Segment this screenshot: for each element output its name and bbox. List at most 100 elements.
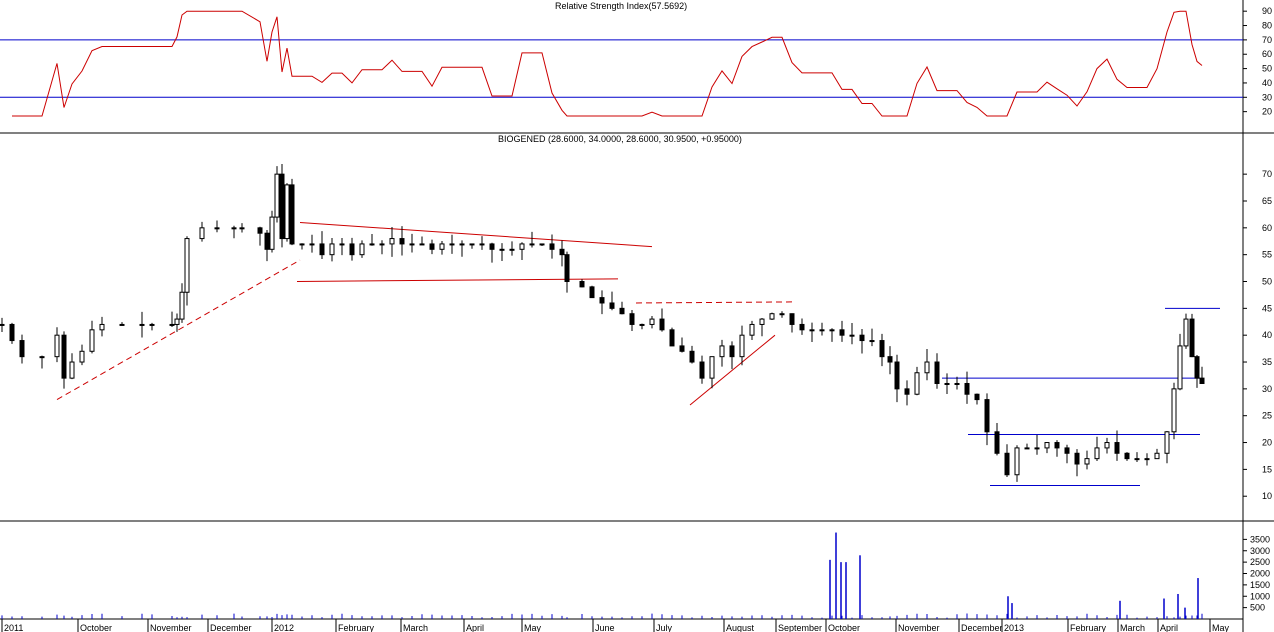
rsi-levels	[0, 39, 1243, 98]
rsi-tick-label: 80	[1262, 21, 1272, 31]
candle-body	[887, 356, 893, 363]
candle-body	[39, 356, 45, 359]
candle-body	[459, 243, 465, 246]
candle-body	[669, 329, 675, 347]
candle-body	[239, 227, 245, 230]
candle-body	[1094, 447, 1100, 460]
candle-body	[719, 345, 725, 358]
candle-body	[339, 243, 345, 246]
candle-body	[479, 243, 485, 246]
candle-body	[379, 243, 385, 246]
candle-body	[257, 227, 263, 234]
rsi-tick-label: 30	[1262, 92, 1272, 102]
x-tick-label: April	[1160, 623, 1178, 632]
candle-body	[264, 232, 270, 250]
price-tick-label: 30	[1262, 384, 1272, 394]
candle-body	[1054, 442, 1060, 449]
candle-body	[589, 286, 595, 299]
candle-body	[819, 329, 825, 332]
candle-body	[179, 291, 185, 320]
candle-body	[609, 302, 615, 309]
candle-body	[499, 248, 505, 251]
price-tick-label: 60	[1262, 223, 1272, 233]
candle-body	[1114, 442, 1120, 454]
candle-body	[419, 243, 425, 246]
candle-body	[79, 350, 85, 363]
candle-body	[429, 243, 435, 250]
price-tick-label: 50	[1262, 277, 1272, 287]
candle-body	[564, 254, 570, 283]
candle-body	[409, 243, 415, 246]
candle-body	[964, 382, 970, 395]
x-tick-label: November	[898, 623, 940, 632]
volume-tick-label: 3500	[1250, 534, 1270, 544]
candle-body	[1144, 458, 1150, 461]
candle-body	[284, 184, 290, 240]
x-tick-label: October	[828, 623, 860, 632]
candle-body	[904, 388, 910, 395]
candle-body	[89, 329, 95, 352]
x-tick-label: 2012	[274, 623, 294, 632]
rsi-ticks: 90 80 70 60 50 40 30 20	[1243, 6, 1272, 117]
candle-body	[69, 361, 75, 379]
candle-body	[689, 350, 695, 363]
candle-body	[174, 318, 180, 325]
candle-body	[439, 243, 445, 250]
candle-body	[1177, 345, 1183, 390]
trendline-rising	[56, 259, 301, 401]
candle-body	[739, 334, 745, 358]
candle-body	[389, 238, 395, 245]
price-tick-label: 15	[1262, 464, 1272, 474]
candle-body	[1074, 452, 1080, 465]
x-tick-label: February	[1070, 623, 1107, 632]
x-tick-label: December	[210, 623, 252, 632]
candle-body	[279, 173, 285, 240]
candle-body	[469, 243, 475, 246]
x-tick-label: March	[1120, 623, 1145, 632]
candle-body	[309, 243, 315, 246]
candle-body	[184, 238, 190, 293]
price-tick-label: 10	[1262, 491, 1272, 501]
price-tick-label: 55	[1262, 250, 1272, 260]
price-tick-label: 35	[1262, 357, 1272, 367]
candle-body	[1199, 377, 1205, 384]
candle-body	[1104, 442, 1110, 449]
trendline-short-rising	[689, 334, 776, 406]
candle-body	[1034, 447, 1040, 450]
candle-body	[914, 372, 920, 395]
candle-body	[599, 297, 605, 304]
candle-body	[859, 334, 865, 342]
candle-body	[369, 243, 375, 246]
candle-body	[99, 323, 105, 331]
candle-body	[9, 323, 15, 342]
rsi-tick-label: 20	[1262, 107, 1272, 117]
candle-body	[869, 340, 875, 343]
candle-body	[139, 323, 145, 326]
candle-body	[549, 243, 555, 250]
candle-body	[289, 184, 295, 245]
candle-body	[119, 323, 125, 326]
candle-body	[199, 227, 205, 240]
price-tick-label: 65	[1262, 196, 1272, 206]
candle-body	[974, 393, 980, 401]
candle-body	[984, 399, 990, 433]
x-tick-label: August	[726, 623, 755, 632]
candle-body	[1014, 447, 1020, 476]
x-tick-label: September	[778, 623, 822, 632]
price-tick-label: 70	[1262, 169, 1272, 179]
candle-body	[789, 313, 795, 325]
candle-body	[1044, 442, 1050, 449]
candle-body	[759, 318, 765, 325]
candle-body	[1154, 452, 1160, 460]
candle-body	[269, 216, 275, 250]
candle-body	[169, 323, 175, 326]
x-tick-label: November	[150, 623, 192, 632]
x-tick-label: 2013	[1004, 623, 1024, 632]
trendline-resistance	[299, 221, 653, 248]
rsi-tick-label: 60	[1262, 49, 1272, 59]
rsi-tick-label: 90	[1262, 6, 1272, 16]
x-tick-label: March	[403, 623, 428, 632]
candle-body	[839, 329, 845, 336]
